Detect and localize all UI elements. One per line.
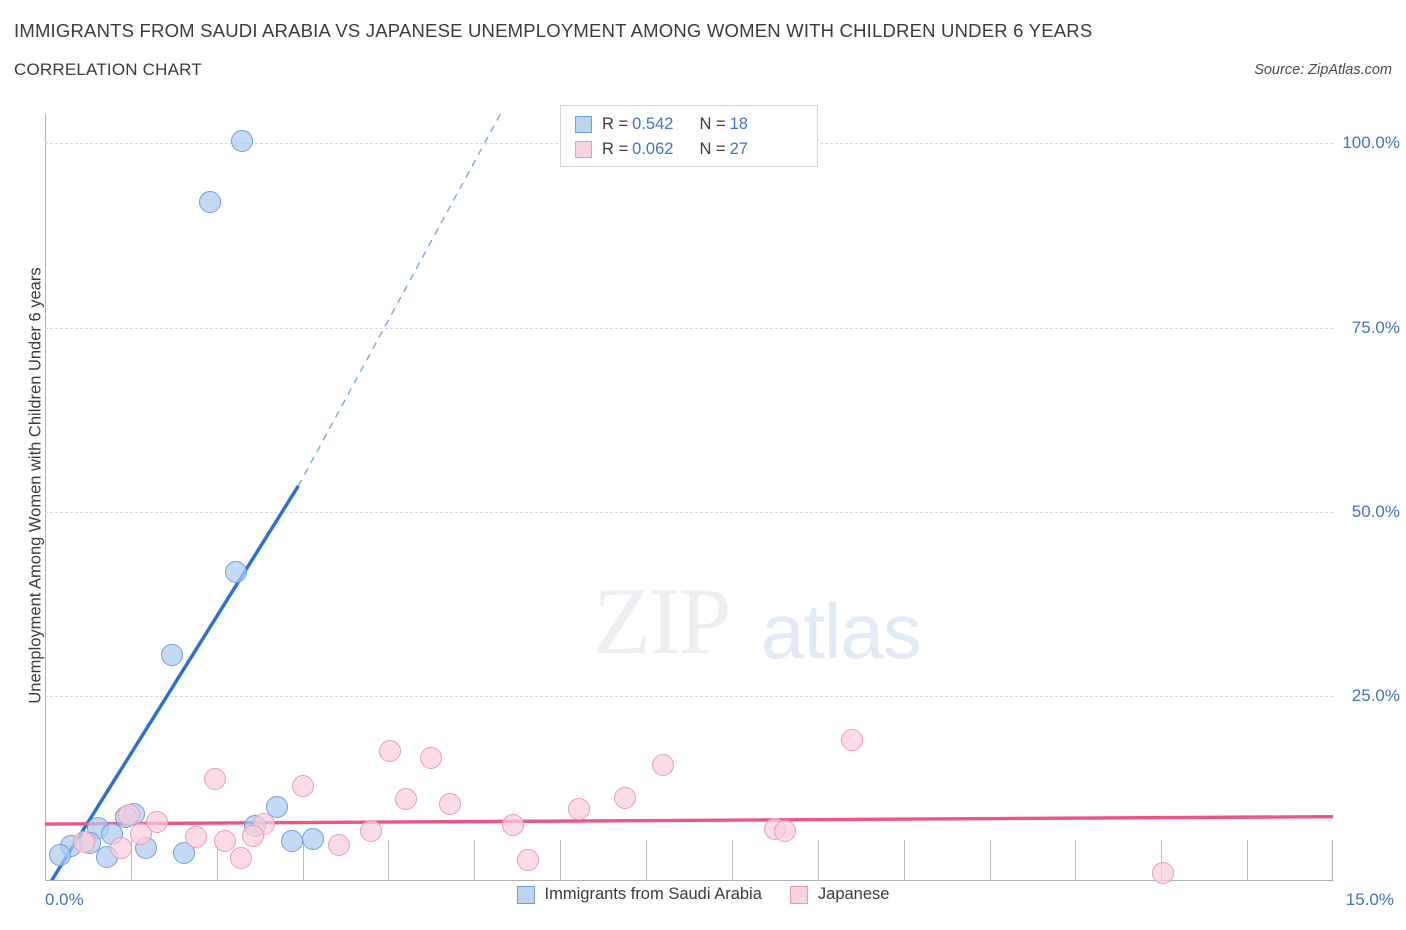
data-point[interactable] — [774, 819, 797, 842]
data-point[interactable] — [439, 793, 462, 816]
data-point[interactable] — [379, 740, 402, 763]
r-value-japanese: 0.062 — [632, 140, 674, 158]
page-title: IMMIGRANTS FROM SAUDI ARABIA VS JAPANESE… — [14, 20, 1093, 41]
x-axis-tick — [388, 840, 390, 880]
series-legend: Immigrants from Saudi Arabia Japanese — [0, 885, 1406, 904]
r-label-saudi: R = — [602, 115, 629, 133]
legend-marker-japanese-icon — [789, 885, 808, 904]
x-axis-tick — [903, 840, 905, 880]
x-axis-tick — [646, 840, 648, 880]
x-axis-tick — [1075, 840, 1077, 880]
x-axis-tick — [989, 840, 991, 880]
x-axis-tick — [1247, 840, 1249, 880]
y-axis-tick-label: 50.0% — [1351, 501, 1400, 521]
data-point[interactable] — [72, 831, 95, 854]
x-axis-tick — [817, 840, 819, 880]
data-point[interactable] — [568, 797, 591, 820]
x-axis-tick — [731, 840, 733, 880]
data-point[interactable] — [231, 129, 254, 152]
trendline-japanese — [45, 814, 1333, 826]
x-axis-max-label: 15.0% — [1345, 890, 1394, 909]
y-axis-title: Unemployment Among Women with Children U… — [26, 267, 45, 704]
data-point[interactable] — [265, 796, 288, 819]
data-point[interactable] — [394, 787, 417, 810]
x-axis-tick — [302, 840, 304, 880]
data-point[interactable] — [145, 810, 168, 833]
source-attribution: Source: ZipAtlas.com — [1254, 62, 1392, 78]
data-point[interactable] — [327, 833, 350, 856]
x-axis-line — [45, 880, 1333, 881]
data-point[interactable] — [229, 846, 252, 869]
legend-swatch-saudi-icon — [575, 116, 592, 133]
n-label-saudi: N = — [699, 115, 726, 133]
gridline-y — [45, 511, 1333, 513]
data-point[interactable] — [241, 824, 264, 847]
y-axis-tick-label: 100.0% — [1342, 133, 1400, 153]
legend-label-saudi: Immigrants from Saudi Arabia — [544, 885, 762, 903]
data-point[interactable] — [841, 729, 864, 752]
legend-label-japanese: Japanese — [817, 885, 890, 903]
x-axis-tick — [216, 840, 218, 880]
trendline-saudi-dashed — [297, 114, 502, 487]
data-point[interactable] — [291, 775, 314, 798]
trendline-layer — [45, 114, 1333, 880]
r-label-japanese: R = — [602, 140, 629, 158]
data-point[interactable] — [224, 561, 247, 584]
y-axis-tick-label: 75.0% — [1351, 317, 1400, 337]
data-point[interactable] — [198, 191, 221, 214]
y-axis-tick-label: 25.0% — [1351, 685, 1400, 705]
data-point[interactable] — [130, 823, 153, 846]
data-point[interactable] — [161, 643, 184, 666]
x-axis-tick — [560, 840, 562, 880]
data-point[interactable] — [360, 820, 383, 843]
y-axis-line — [45, 114, 46, 880]
gridline-y — [45, 327, 1333, 329]
r-value-saudi: 0.542 — [632, 115, 674, 133]
stats-row-japanese: R = 0.062 N = 27 — [575, 137, 817, 162]
data-point[interactable] — [49, 843, 72, 866]
data-point[interactable] — [173, 841, 196, 864]
stats-row-saudi: R = 0.542 N = 18 — [575, 112, 817, 137]
data-point[interactable] — [1151, 862, 1174, 885]
data-point[interactable] — [613, 787, 636, 810]
data-point[interactable] — [301, 827, 324, 850]
legend-swatch-japanese-icon — [575, 141, 592, 158]
data-point[interactable] — [420, 747, 443, 770]
data-point[interactable] — [118, 804, 141, 827]
n-label-japanese: N = — [699, 140, 726, 158]
legend-item-japanese[interactable]: Japanese — [789, 885, 890, 904]
legend-marker-saudi-icon — [516, 885, 535, 904]
x-axis-end-tick — [1332, 840, 1333, 880]
data-point[interactable] — [501, 813, 524, 836]
correlation-stats-legend: R = 0.542 N = 18 R = 0.062 N = 27 — [560, 105, 818, 167]
chart-subtitle: CORRELATION CHART — [14, 60, 202, 79]
legend-item-saudi[interactable]: Immigrants from Saudi Arabia — [516, 885, 762, 904]
plot-area: ZIP atlas — [45, 114, 1333, 885]
n-value-saudi: 18 — [729, 115, 748, 133]
n-value-japanese: 27 — [729, 140, 748, 158]
data-point[interactable] — [652, 754, 675, 777]
x-axis-tick — [1161, 840, 1163, 880]
data-point[interactable] — [185, 826, 208, 849]
x-axis-tick — [130, 840, 132, 880]
data-point[interactable] — [109, 836, 132, 859]
data-point[interactable] — [281, 829, 304, 852]
x-axis-min-label: 0.0% — [45, 890, 84, 909]
x-axis-tick — [474, 840, 476, 880]
data-point[interactable] — [516, 849, 539, 872]
data-point[interactable] — [214, 829, 237, 852]
gridline-y — [45, 695, 1333, 697]
data-point[interactable] — [204, 768, 227, 791]
